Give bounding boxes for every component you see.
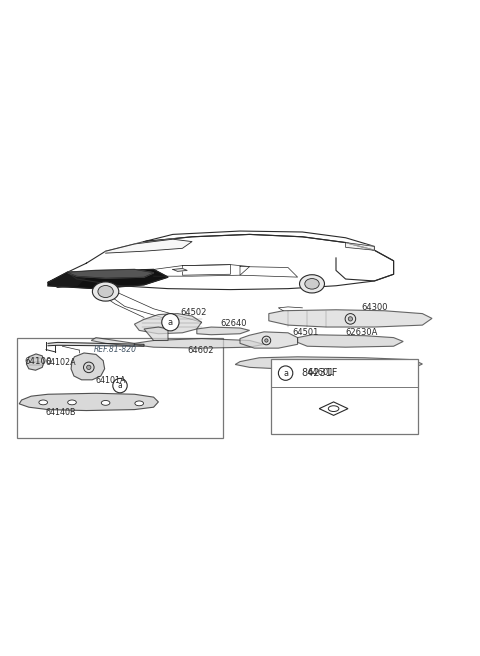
Polygon shape	[48, 270, 168, 289]
Polygon shape	[144, 327, 168, 340]
Text: 64300: 64300	[361, 303, 388, 312]
Text: 64100: 64100	[24, 357, 51, 366]
Polygon shape	[106, 239, 192, 253]
Text: 64101A: 64101A	[96, 377, 127, 385]
Ellipse shape	[135, 401, 144, 406]
Polygon shape	[235, 357, 422, 370]
Ellipse shape	[300, 275, 324, 293]
Ellipse shape	[328, 406, 339, 411]
Bar	[271, 359, 418, 434]
Polygon shape	[91, 338, 134, 346]
Polygon shape	[67, 234, 394, 289]
Text: a: a	[168, 318, 173, 327]
Text: 62640: 62640	[221, 319, 247, 328]
Polygon shape	[240, 332, 298, 348]
Polygon shape	[71, 353, 105, 380]
Ellipse shape	[101, 400, 110, 405]
Ellipse shape	[92, 282, 119, 301]
Text: REF.81-820: REF.81-820	[94, 344, 137, 354]
Ellipse shape	[348, 317, 352, 321]
Circle shape	[113, 379, 127, 393]
Text: 64140B: 64140B	[46, 408, 76, 417]
Ellipse shape	[68, 400, 76, 405]
Circle shape	[162, 314, 179, 331]
Ellipse shape	[86, 365, 91, 369]
Circle shape	[278, 366, 293, 380]
Polygon shape	[48, 274, 86, 287]
Polygon shape	[346, 243, 374, 250]
Polygon shape	[197, 327, 250, 335]
Ellipse shape	[168, 321, 172, 325]
Text: 64502: 64502	[180, 308, 206, 317]
Polygon shape	[173, 268, 187, 272]
Polygon shape	[19, 394, 158, 411]
Text: 64102A: 64102A	[46, 358, 76, 367]
Polygon shape	[48, 342, 144, 346]
Text: 64501: 64501	[293, 328, 319, 337]
Bar	[17, 338, 223, 438]
Ellipse shape	[98, 285, 113, 298]
Ellipse shape	[265, 338, 268, 342]
Ellipse shape	[39, 400, 48, 405]
Polygon shape	[269, 310, 432, 327]
Text: 84231F: 84231F	[301, 368, 338, 378]
Polygon shape	[134, 338, 264, 348]
Polygon shape	[26, 354, 44, 370]
Polygon shape	[134, 314, 202, 334]
Ellipse shape	[305, 279, 319, 289]
Text: a: a	[118, 381, 122, 390]
Polygon shape	[298, 335, 403, 347]
Text: 64601: 64601	[307, 367, 334, 377]
Text: 62630A: 62630A	[346, 328, 378, 337]
Polygon shape	[67, 270, 154, 278]
Text: 64602: 64602	[187, 346, 214, 355]
Text: a: a	[283, 369, 288, 378]
